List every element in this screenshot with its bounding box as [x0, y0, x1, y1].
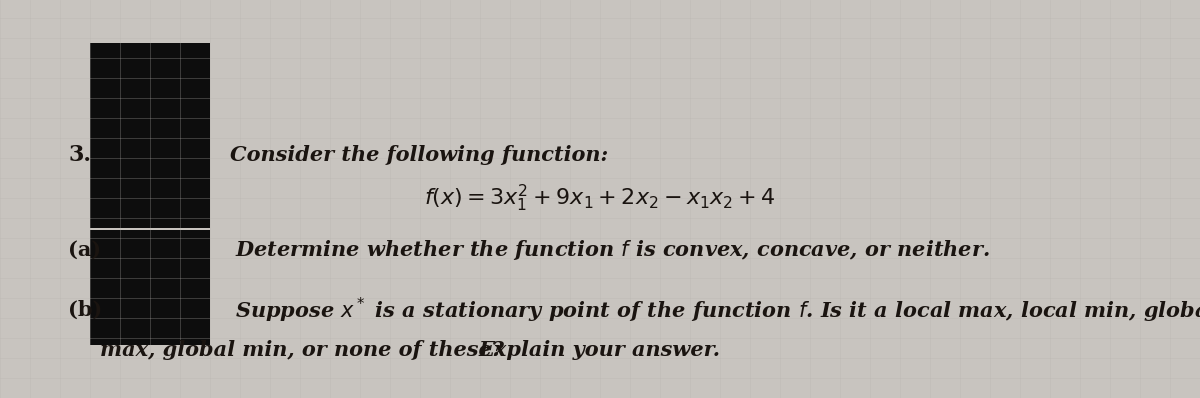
Text: Determine whether the function $f$ is convex, concave, or neither.: Determine whether the function $f$ is co… — [235, 238, 990, 262]
Bar — [90, 43, 210, 228]
Bar — [90, 230, 210, 295]
Text: (b): (b) — [68, 300, 102, 320]
Text: max, global min, or none of these?: max, global min, or none of these? — [100, 340, 511, 360]
Text: $f(x) = 3x_1^2 + 9x_1 + 2x_2 - x_1x_2 + 4$: $f(x) = 3x_1^2 + 9x_1 + 2x_2 - x_1x_2 + … — [424, 182, 776, 214]
Text: (a): (a) — [68, 240, 101, 260]
Text: Explain your answer.: Explain your answer. — [478, 340, 720, 360]
Text: Consider the following function:: Consider the following function: — [230, 145, 608, 165]
Bar — [90, 285, 210, 345]
Text: Suppose $x^*$ is a stationary point of the function $f$. Is it a local max, loca: Suppose $x^*$ is a stationary point of t… — [235, 295, 1200, 325]
Text: 3.: 3. — [68, 144, 91, 166]
